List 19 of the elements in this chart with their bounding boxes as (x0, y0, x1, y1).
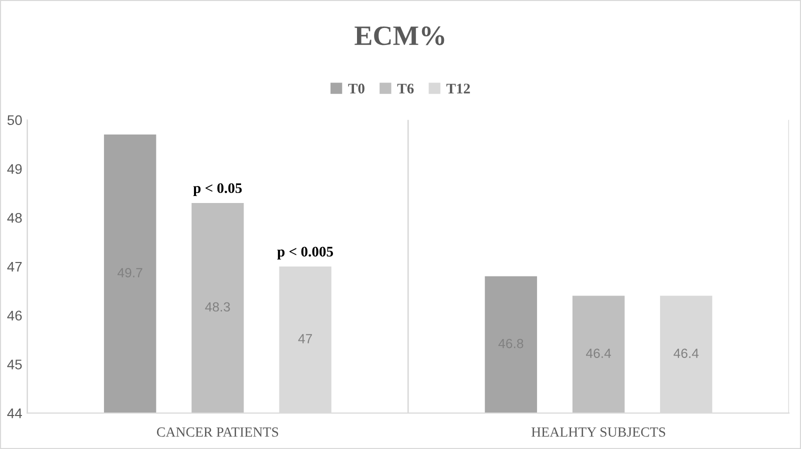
annotation: p < 0.005 (277, 246, 334, 260)
y-tick-label: 47 (7, 262, 22, 272)
x-tick-label: CANCER PATIENTS (156, 427, 278, 437)
annotation: p < 0.05 (193, 183, 242, 196)
legend-label: T0 (348, 84, 364, 94)
data-label: 47 (298, 334, 312, 344)
data-label: 46.4 (674, 348, 699, 358)
legend-label: T6 (397, 84, 414, 94)
legend-label: T12 (446, 84, 470, 94)
y-tick-label: 44 (7, 408, 22, 418)
chart-title: ECM% (354, 26, 444, 46)
data-label: 46.4 (586, 348, 611, 358)
y-tick-label: 49 (7, 164, 22, 174)
y-tick-label: 48 (7, 212, 22, 223)
x-tick-label: HEALHTY SUBJECTS (531, 427, 666, 437)
y-tick-label: 45 (7, 360, 22, 370)
data-label: 48.3 (205, 302, 230, 312)
y-tick-label: 46 (7, 310, 22, 321)
y-tick-label: 50 (7, 115, 22, 126)
